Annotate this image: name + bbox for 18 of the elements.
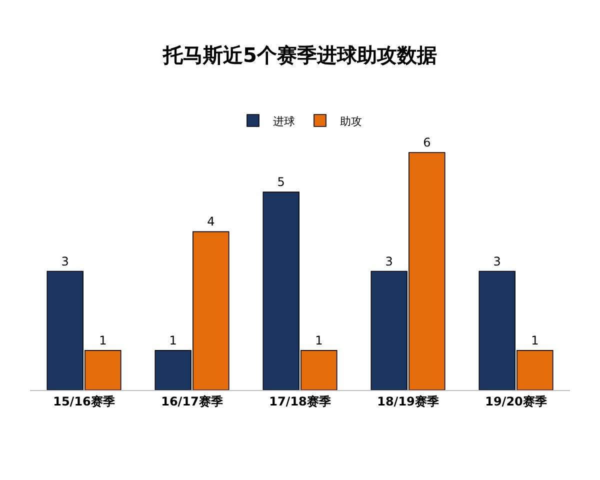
data-label: 5 bbox=[277, 175, 285, 190]
x-tick-label: 19/20赛季 bbox=[485, 394, 548, 408]
data-label: 6 bbox=[423, 136, 431, 150]
data-label: 1 bbox=[315, 333, 323, 348]
chart-title: 托马斯近5个赛季进球助攻数据 bbox=[162, 43, 437, 67]
data-label: 1 bbox=[531, 333, 539, 348]
x-tick-label: 18/19赛季 bbox=[377, 394, 440, 408]
legend-label: 助攻 bbox=[340, 114, 362, 128]
data-label: 3 bbox=[385, 254, 393, 268]
x-tick-label: 17/18赛季 bbox=[269, 394, 332, 408]
legend-label: 进球 bbox=[273, 114, 295, 128]
data-label: 1 bbox=[169, 333, 177, 348]
x-tick-label: 16/17赛季 bbox=[161, 394, 224, 408]
data-label: 3 bbox=[493, 254, 501, 268]
x-tick-label: 15/16赛季 bbox=[53, 394, 116, 408]
data-label: 3 bbox=[61, 254, 69, 268]
data-label: 1 bbox=[99, 333, 107, 348]
data-label: 4 bbox=[207, 214, 215, 229]
